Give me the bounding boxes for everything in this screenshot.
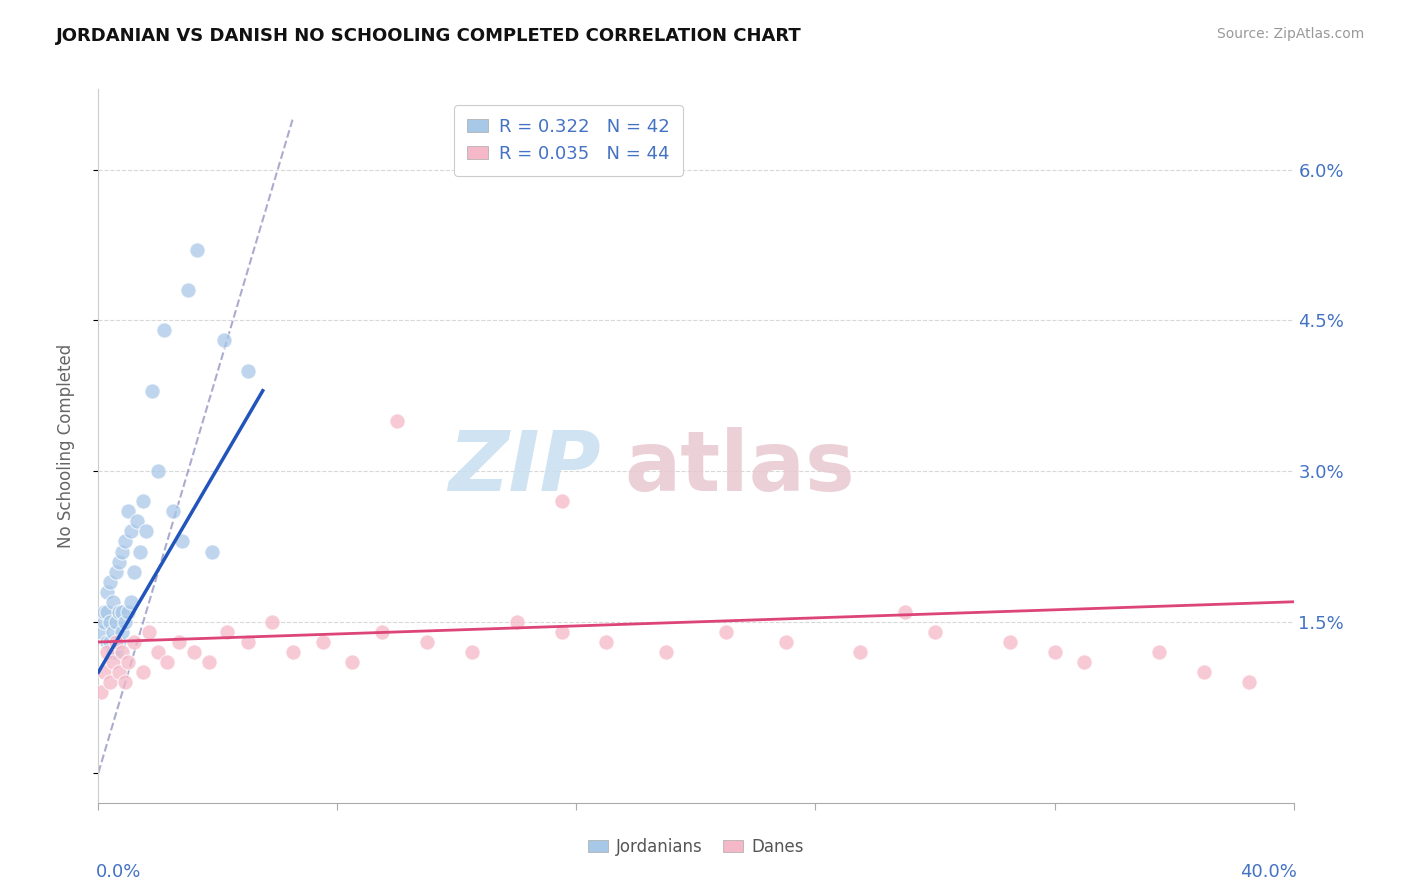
- Point: [550, 494, 572, 508]
- Point: [1192, 665, 1215, 680]
- Point: [93, 615, 115, 629]
- Point: [215, 624, 238, 639]
- Point: [183, 645, 205, 659]
- Point: [96, 584, 118, 599]
- Point: [105, 645, 128, 659]
- Point: [117, 605, 139, 619]
- Point: [108, 665, 131, 680]
- Point: [655, 645, 678, 659]
- Point: [90, 624, 112, 639]
- Text: ZIP: ZIP: [447, 427, 600, 508]
- Point: [103, 645, 125, 659]
- Text: JORDANIAN VS DANISH NO SCHOOLING COMPLETED CORRELATION CHART: JORDANIAN VS DANISH NO SCHOOLING COMPLET…: [56, 27, 801, 45]
- Point: [120, 595, 142, 609]
- Point: [506, 615, 529, 629]
- Point: [998, 635, 1021, 649]
- Point: [775, 635, 797, 649]
- Point: [96, 605, 118, 619]
- Point: [172, 534, 194, 549]
- Point: [212, 334, 235, 348]
- Point: [105, 615, 128, 629]
- Point: [103, 624, 125, 639]
- Point: [117, 504, 139, 518]
- Point: [93, 665, 115, 680]
- Point: [129, 544, 152, 558]
- Point: [124, 635, 146, 649]
- Point: [98, 574, 122, 589]
- Point: [201, 544, 224, 558]
- Point: [894, 605, 917, 619]
- Point: [550, 624, 572, 639]
- Point: [849, 645, 872, 659]
- Point: [1073, 655, 1095, 669]
- Point: [924, 624, 946, 639]
- Text: 40.0%: 40.0%: [1240, 863, 1296, 881]
- Point: [141, 384, 163, 398]
- Point: [162, 504, 184, 518]
- Point: [156, 655, 179, 669]
- Point: [1043, 645, 1066, 659]
- Point: [153, 323, 176, 337]
- Point: [138, 624, 160, 639]
- Point: [167, 635, 190, 649]
- Point: [117, 655, 139, 669]
- Point: [714, 624, 737, 639]
- Point: [595, 635, 617, 649]
- Point: [98, 615, 122, 629]
- Point: [281, 645, 304, 659]
- Point: [342, 655, 364, 669]
- Point: [111, 645, 134, 659]
- Point: [111, 544, 134, 558]
- Text: Source: ZipAtlas.com: Source: ZipAtlas.com: [1216, 27, 1364, 41]
- Point: [98, 675, 122, 690]
- Point: [105, 635, 128, 649]
- Legend: Jordanians, Danes: Jordanians, Danes: [581, 831, 811, 863]
- Point: [114, 534, 136, 549]
- Point: [1237, 675, 1260, 690]
- Point: [98, 635, 122, 649]
- Point: [177, 283, 200, 297]
- Point: [114, 675, 136, 690]
- Point: [236, 635, 259, 649]
- Point: [103, 655, 125, 669]
- Point: [148, 464, 170, 478]
- Point: [93, 605, 115, 619]
- Point: [135, 524, 157, 539]
- Point: [260, 615, 283, 629]
- Point: [96, 645, 118, 659]
- Point: [127, 515, 149, 529]
- Point: [114, 615, 136, 629]
- Point: [120, 524, 142, 539]
- Point: [236, 363, 259, 377]
- Point: [132, 665, 155, 680]
- Point: [198, 655, 221, 669]
- Point: [186, 243, 208, 257]
- Point: [108, 605, 131, 619]
- Point: [111, 605, 134, 619]
- Point: [148, 645, 170, 659]
- Point: [108, 555, 131, 569]
- Point: [108, 635, 131, 649]
- Point: [124, 565, 146, 579]
- Text: 0.0%: 0.0%: [96, 863, 141, 881]
- Point: [105, 565, 128, 579]
- Point: [96, 635, 118, 649]
- Point: [461, 645, 484, 659]
- Point: [311, 635, 333, 649]
- Y-axis label: No Schooling Completed: No Schooling Completed: [56, 344, 75, 548]
- Point: [1147, 645, 1170, 659]
- Text: atlas: atlas: [624, 427, 855, 508]
- Point: [371, 624, 394, 639]
- Point: [385, 414, 409, 428]
- Point: [111, 624, 134, 639]
- Point: [132, 494, 155, 508]
- Point: [416, 635, 439, 649]
- Point: [90, 685, 112, 699]
- Point: [103, 595, 125, 609]
